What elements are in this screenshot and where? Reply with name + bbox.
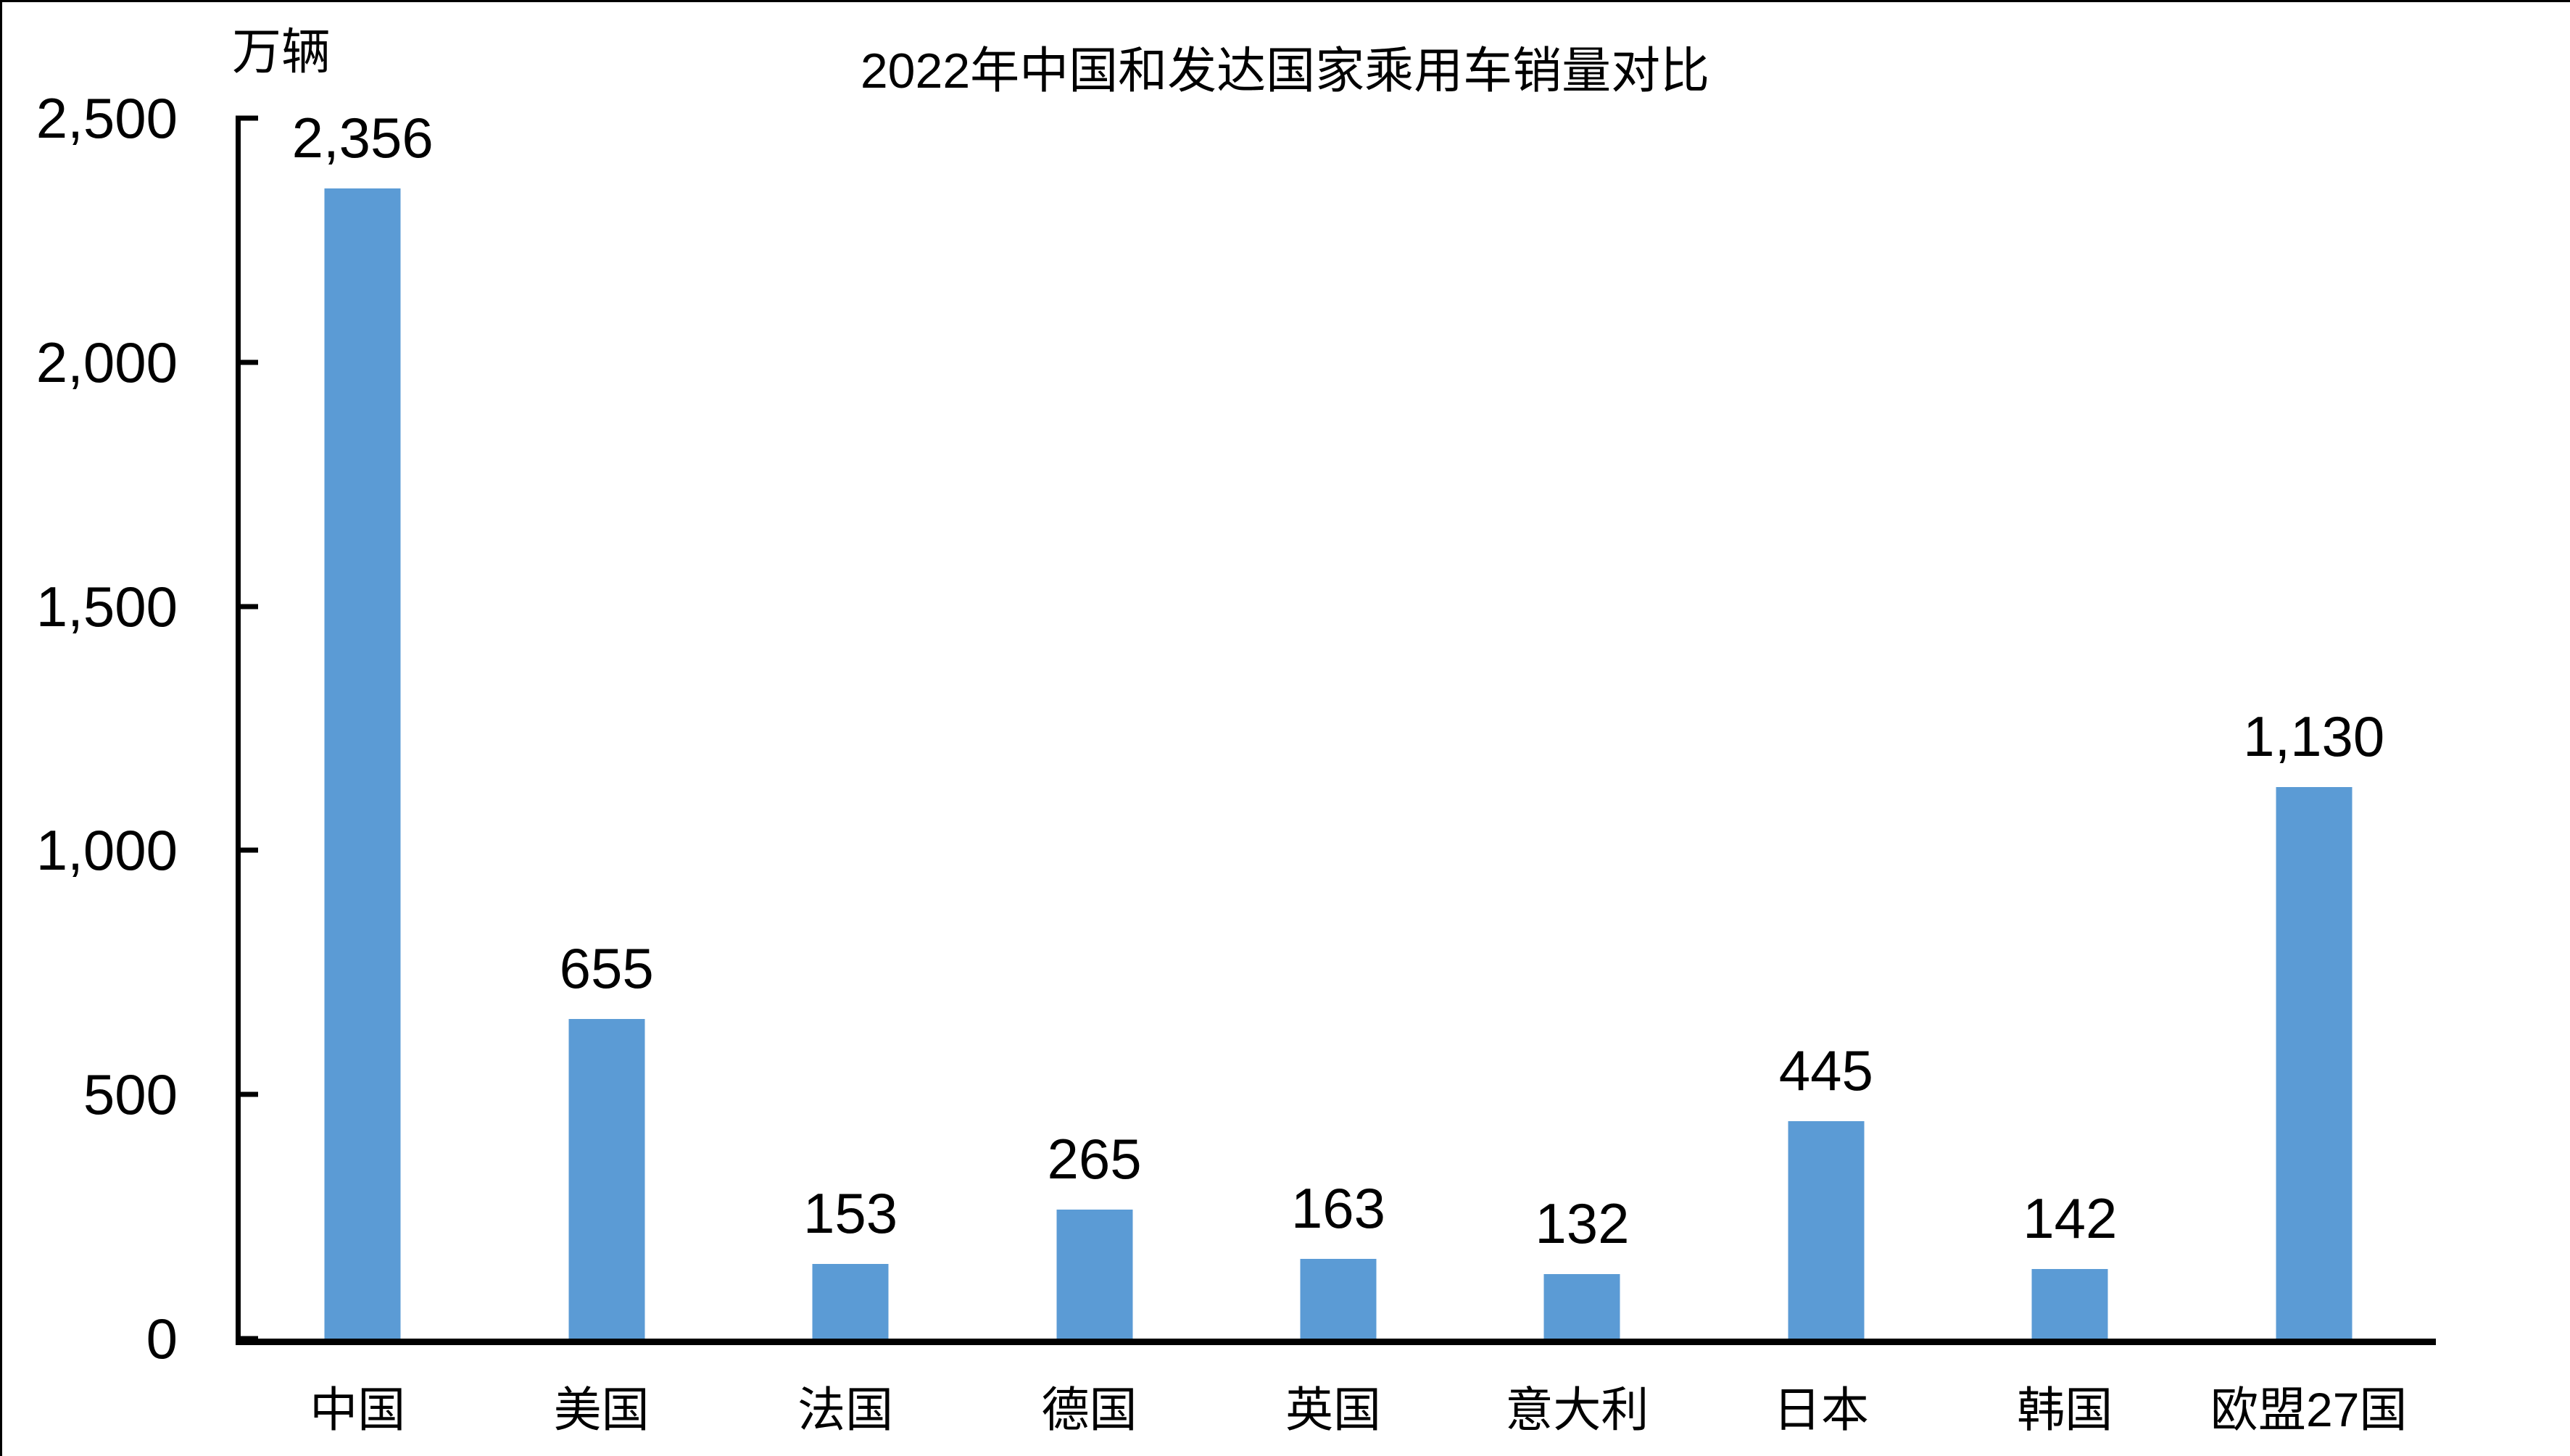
bar-value-label: 142: [2023, 1186, 2118, 1251]
y-axis-tick: [236, 604, 258, 610]
bar-slot: 1,130: [2192, 118, 2436, 1339]
bar-slot: 445: [1704, 118, 1948, 1339]
bar-value-label: 265: [1047, 1126, 1142, 1191]
bar-意大利: [1543, 1274, 1620, 1339]
bar-slot: 265: [972, 118, 1216, 1339]
x-axis-labels-row: 中国 美国 法国 德国 英国 意大利 日本 韩国 欧盟27国: [236, 1383, 2431, 1436]
bar-德国: [1056, 1209, 1133, 1339]
bar-slot: 2,356: [241, 106, 484, 1339]
y-axis-tick-label: 0: [146, 1307, 178, 1370]
plot-area: 2,356 655 153 265 163 132 445 142 1,130 0 500 1,00…: [36, 88, 2436, 1369]
bar-slot: 153: [729, 118, 972, 1339]
bar-美国: [568, 1018, 645, 1339]
bar-value-label: 2,356: [291, 106, 434, 170]
y-axis-tick-label: 2,500: [36, 86, 178, 150]
x-axis-category-label: 韩国: [2017, 1383, 2113, 1436]
x-axis-category-label: 英国: [1285, 1383, 1381, 1436]
y-axis-tick: [236, 359, 258, 365]
bars-row: 2,356 655 153 265 163 132 445 142 1,130: [241, 106, 2436, 1339]
x-axis-category-label: 美国: [553, 1383, 650, 1436]
bar-日本: [1788, 1121, 1865, 1339]
bar-value-label: 445: [1778, 1039, 1873, 1103]
y-axis-tick: [236, 847, 258, 853]
x-axis-category-label: 欧盟27国: [2210, 1383, 2408, 1436]
bar-value-label: 132: [1535, 1191, 1630, 1256]
y-axis-tick: [236, 1091, 258, 1097]
y-axis-tick-label: 2,000: [36, 330, 178, 394]
y-axis-tick: [236, 115, 258, 121]
bar-韩国: [2031, 1269, 2108, 1339]
bar-欧盟27国: [2276, 786, 2353, 1339]
x-axis-category-label: 意大利: [1505, 1383, 1649, 1436]
y-axis-tick-label: 500: [83, 1062, 178, 1127]
bar-slot: 142: [1948, 118, 2192, 1339]
bar-value-label: 655: [559, 936, 654, 1000]
y-axis-tick-label: 1,000: [36, 818, 178, 883]
bar-slot: 655: [484, 118, 728, 1339]
x-axis-category-label: 德国: [1041, 1383, 1137, 1436]
bar-法国: [812, 1263, 889, 1339]
bar-slot: 132: [1460, 118, 1704, 1339]
bar-slot: 163: [1216, 118, 1460, 1339]
top-border-line: [0, 0, 2570, 2]
x-axis-category-label: 中国: [310, 1383, 406, 1436]
bar-英国: [1300, 1259, 1377, 1339]
bar-value-label: 153: [803, 1181, 898, 1245]
bar-value-label: 1,130: [2243, 704, 2385, 768]
x-axis-category-label: 日本: [1773, 1383, 1869, 1436]
bar-value-label: 163: [1290, 1176, 1386, 1241]
left-border-line: [0, 0, 2, 1456]
chart-title: 2022年中国和发达国家乘用车销量对比: [860, 43, 1710, 99]
y-axis-tick: [236, 1336, 258, 1341]
y-axis-unit-label: 万辆: [232, 25, 331, 80]
bar-中国: [324, 188, 401, 1339]
y-axis-tick-label: 1,500: [36, 574, 178, 638]
x-axis-category-label: 法国: [797, 1383, 894, 1436]
